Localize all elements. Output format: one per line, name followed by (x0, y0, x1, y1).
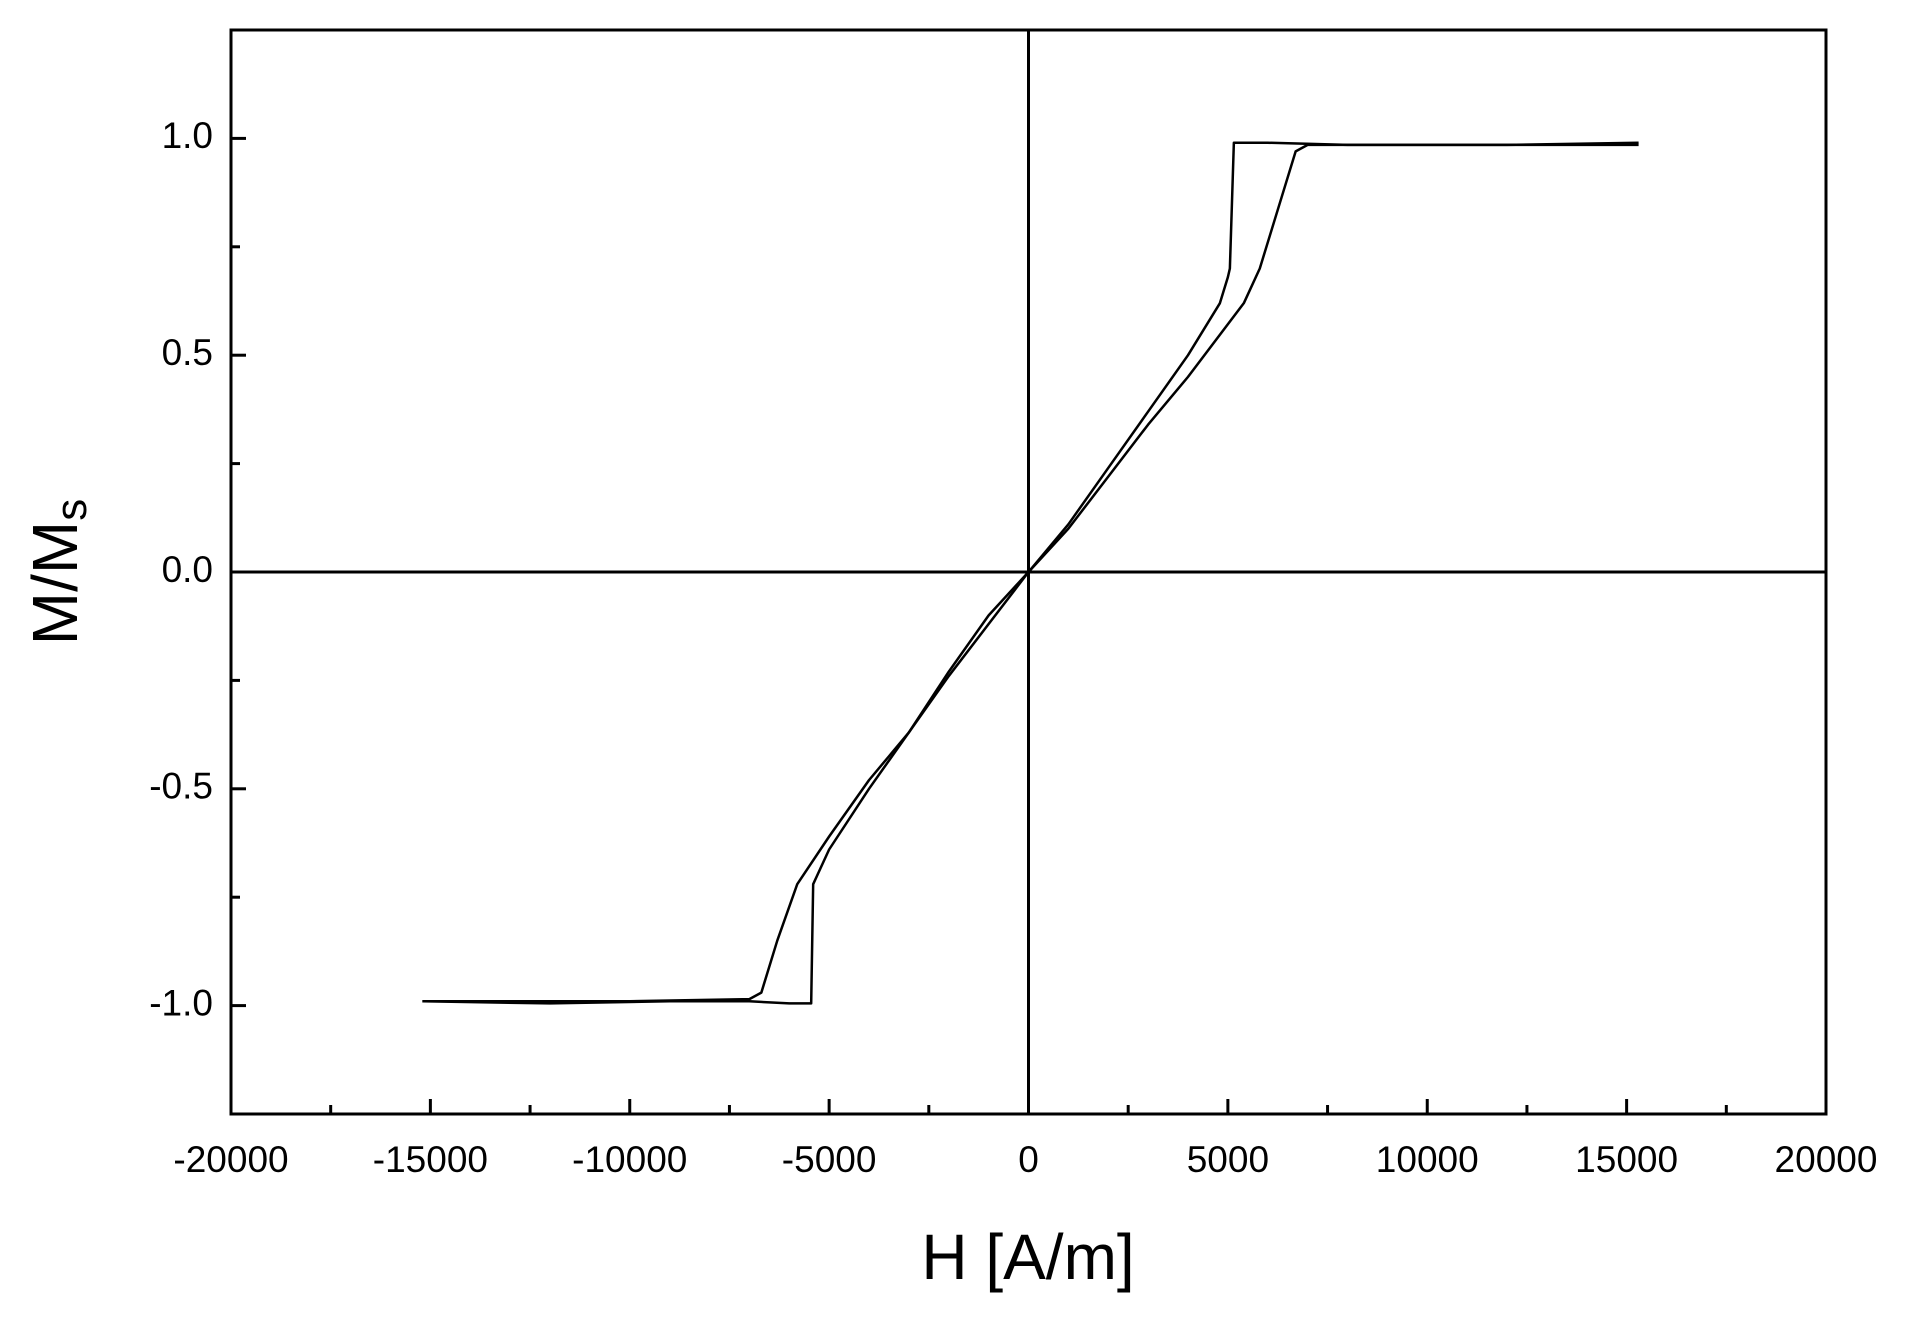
x-tick-label: -15000 (373, 1139, 488, 1180)
data-line (422, 141, 1639, 1003)
x-tick-label: -10000 (572, 1139, 687, 1180)
y-tick-label: 0.0 (162, 549, 213, 590)
x-tick-label: -5000 (782, 1139, 877, 1180)
x-tick-label: 5000 (1187, 1139, 1269, 1180)
y-tick-label: 1.0 (162, 115, 213, 156)
y-axis-label-subscript: s (47, 499, 96, 521)
y-axis-label-main: M/M (19, 521, 91, 645)
x-tick-label: 10000 (1376, 1139, 1479, 1180)
x-tick-label: -20000 (173, 1139, 288, 1180)
x-axis-label: H [A/m] (921, 1221, 1134, 1293)
y-tick-label: -0.5 (149, 766, 213, 807)
x-tick-label: 20000 (1775, 1139, 1878, 1180)
y-tick-label: 0.5 (162, 332, 213, 373)
x-tick-label: 15000 (1575, 1139, 1678, 1180)
y-axis-label: M/Ms (19, 499, 96, 645)
y-tick-label: -1.0 (149, 982, 213, 1023)
x-tick-label: 0 (1018, 1139, 1039, 1180)
